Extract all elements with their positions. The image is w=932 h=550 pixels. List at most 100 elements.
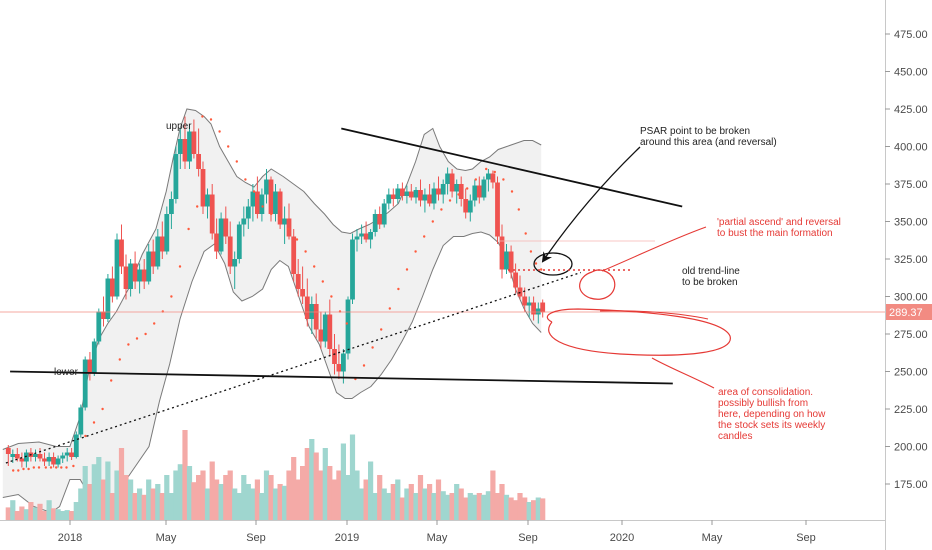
volume-bar [508, 497, 514, 520]
trendline-note-line-2: to be broken [682, 277, 738, 288]
volume-bar [123, 475, 129, 520]
volume-bar [431, 493, 437, 520]
candle-body [60, 455, 66, 459]
psar-dot [540, 268, 543, 271]
volume-bar [318, 470, 324, 520]
candle-body [96, 311, 102, 342]
x-axis[interactable]: 2018 May Sep 2019 May Sep 2020 May Sep [58, 520, 816, 544]
candle-body [508, 251, 514, 273]
partial-ascend-note-line-1: 'partial ascend' and reversal [717, 217, 841, 228]
candle-body [259, 194, 265, 214]
candle-body [304, 296, 310, 319]
volume-bar [404, 488, 410, 520]
psar-dot [440, 208, 443, 211]
psar-note-line-1: PSAR point to be broken [640, 126, 750, 137]
psar-dot [252, 190, 256, 193]
candle-body [268, 179, 274, 214]
psar-dot [304, 250, 307, 253]
y-tick-label: 425.00 [894, 104, 928, 116]
candle-body [33, 454, 38, 457]
candlesticks [5, 116, 546, 468]
candle-body [390, 194, 396, 199]
candle-body [264, 179, 269, 195]
psar-dot [517, 208, 520, 211]
trend-line-upper [341, 127, 683, 208]
volume-bar [73, 502, 79, 520]
candle-body [395, 188, 401, 199]
candle-body [463, 199, 469, 213]
candle-body [327, 314, 333, 349]
candle-body [218, 218, 224, 252]
volume-bar [476, 493, 482, 520]
y-axis[interactable]: 175.00 200.00 225.00 250.00 275.00 300.00 325.… [885, 29, 928, 491]
candle-body [476, 185, 482, 198]
candle-body [400, 188, 405, 196]
volume-bar [449, 493, 455, 520]
candle-body [322, 314, 328, 342]
consolidation-note-line-4: the stock sets its weekly [718, 420, 825, 431]
psar-dot [287, 227, 290, 231]
volume-bar [331, 479, 338, 520]
candle-body [486, 173, 491, 180]
volume-bar [340, 443, 346, 520]
candle-body [454, 184, 460, 192]
psar-dot [27, 467, 30, 471]
consolidation-circle [546, 308, 731, 356]
volume-bar [10, 500, 16, 520]
candle-body [169, 199, 174, 214]
candle-body [64, 452, 70, 456]
candle-body [540, 302, 546, 313]
psar-dot [466, 187, 469, 190]
volume-bar [417, 475, 424, 520]
volume-bar [109, 493, 115, 520]
volume-bar [100, 479, 107, 520]
volume-bar [132, 493, 138, 520]
volume-bar [51, 508, 57, 520]
volume-bar [490, 470, 496, 520]
volume-bar [82, 466, 88, 520]
consolidation-note: area of consolidation. possibly bullish … [718, 387, 828, 442]
psar-dot [330, 295, 333, 298]
candle-body [381, 203, 387, 225]
candle-body [159, 236, 165, 252]
trendline-note: old trend-line to be broken [682, 266, 743, 288]
candle-body [46, 457, 52, 462]
volume-bar [177, 464, 183, 520]
psar-dot [371, 346, 374, 349]
psar-dot [278, 217, 281, 220]
volume-bar [55, 509, 61, 520]
volume-bar [327, 466, 333, 520]
y-tick-label: 275.00 [894, 329, 928, 341]
last-price-tag-background [886, 304, 932, 320]
y-tick-label: 450.00 [894, 67, 928, 79]
psar-dot [414, 250, 417, 253]
candle-body [341, 353, 346, 372]
psar-arrow [541, 146, 641, 263]
psar-dot [270, 212, 273, 216]
candle-body [313, 304, 319, 330]
volume-bar [381, 488, 387, 520]
trend-lines [5, 127, 683, 464]
candle-body [273, 191, 278, 214]
candle-body [137, 269, 142, 282]
psar-dot [405, 268, 409, 271]
candle-body [177, 139, 183, 154]
volume-bar [32, 507, 39, 520]
psar-dot [170, 295, 173, 298]
psar-dot [493, 170, 496, 174]
volume-bar [349, 434, 356, 520]
psar-dot [485, 167, 488, 171]
volume-bar [336, 470, 342, 520]
volume-bar [200, 470, 206, 520]
volume-bars [5, 430, 546, 520]
psar-dot [201, 115, 204, 118]
psar-dot [22, 467, 25, 471]
candle-body [155, 236, 161, 267]
volume-bar [372, 493, 378, 520]
volume-bar [354, 470, 360, 520]
candle-body [300, 289, 305, 297]
volume-bar [363, 479, 369, 520]
volume-bar [526, 502, 532, 520]
volume-bar [517, 493, 523, 520]
